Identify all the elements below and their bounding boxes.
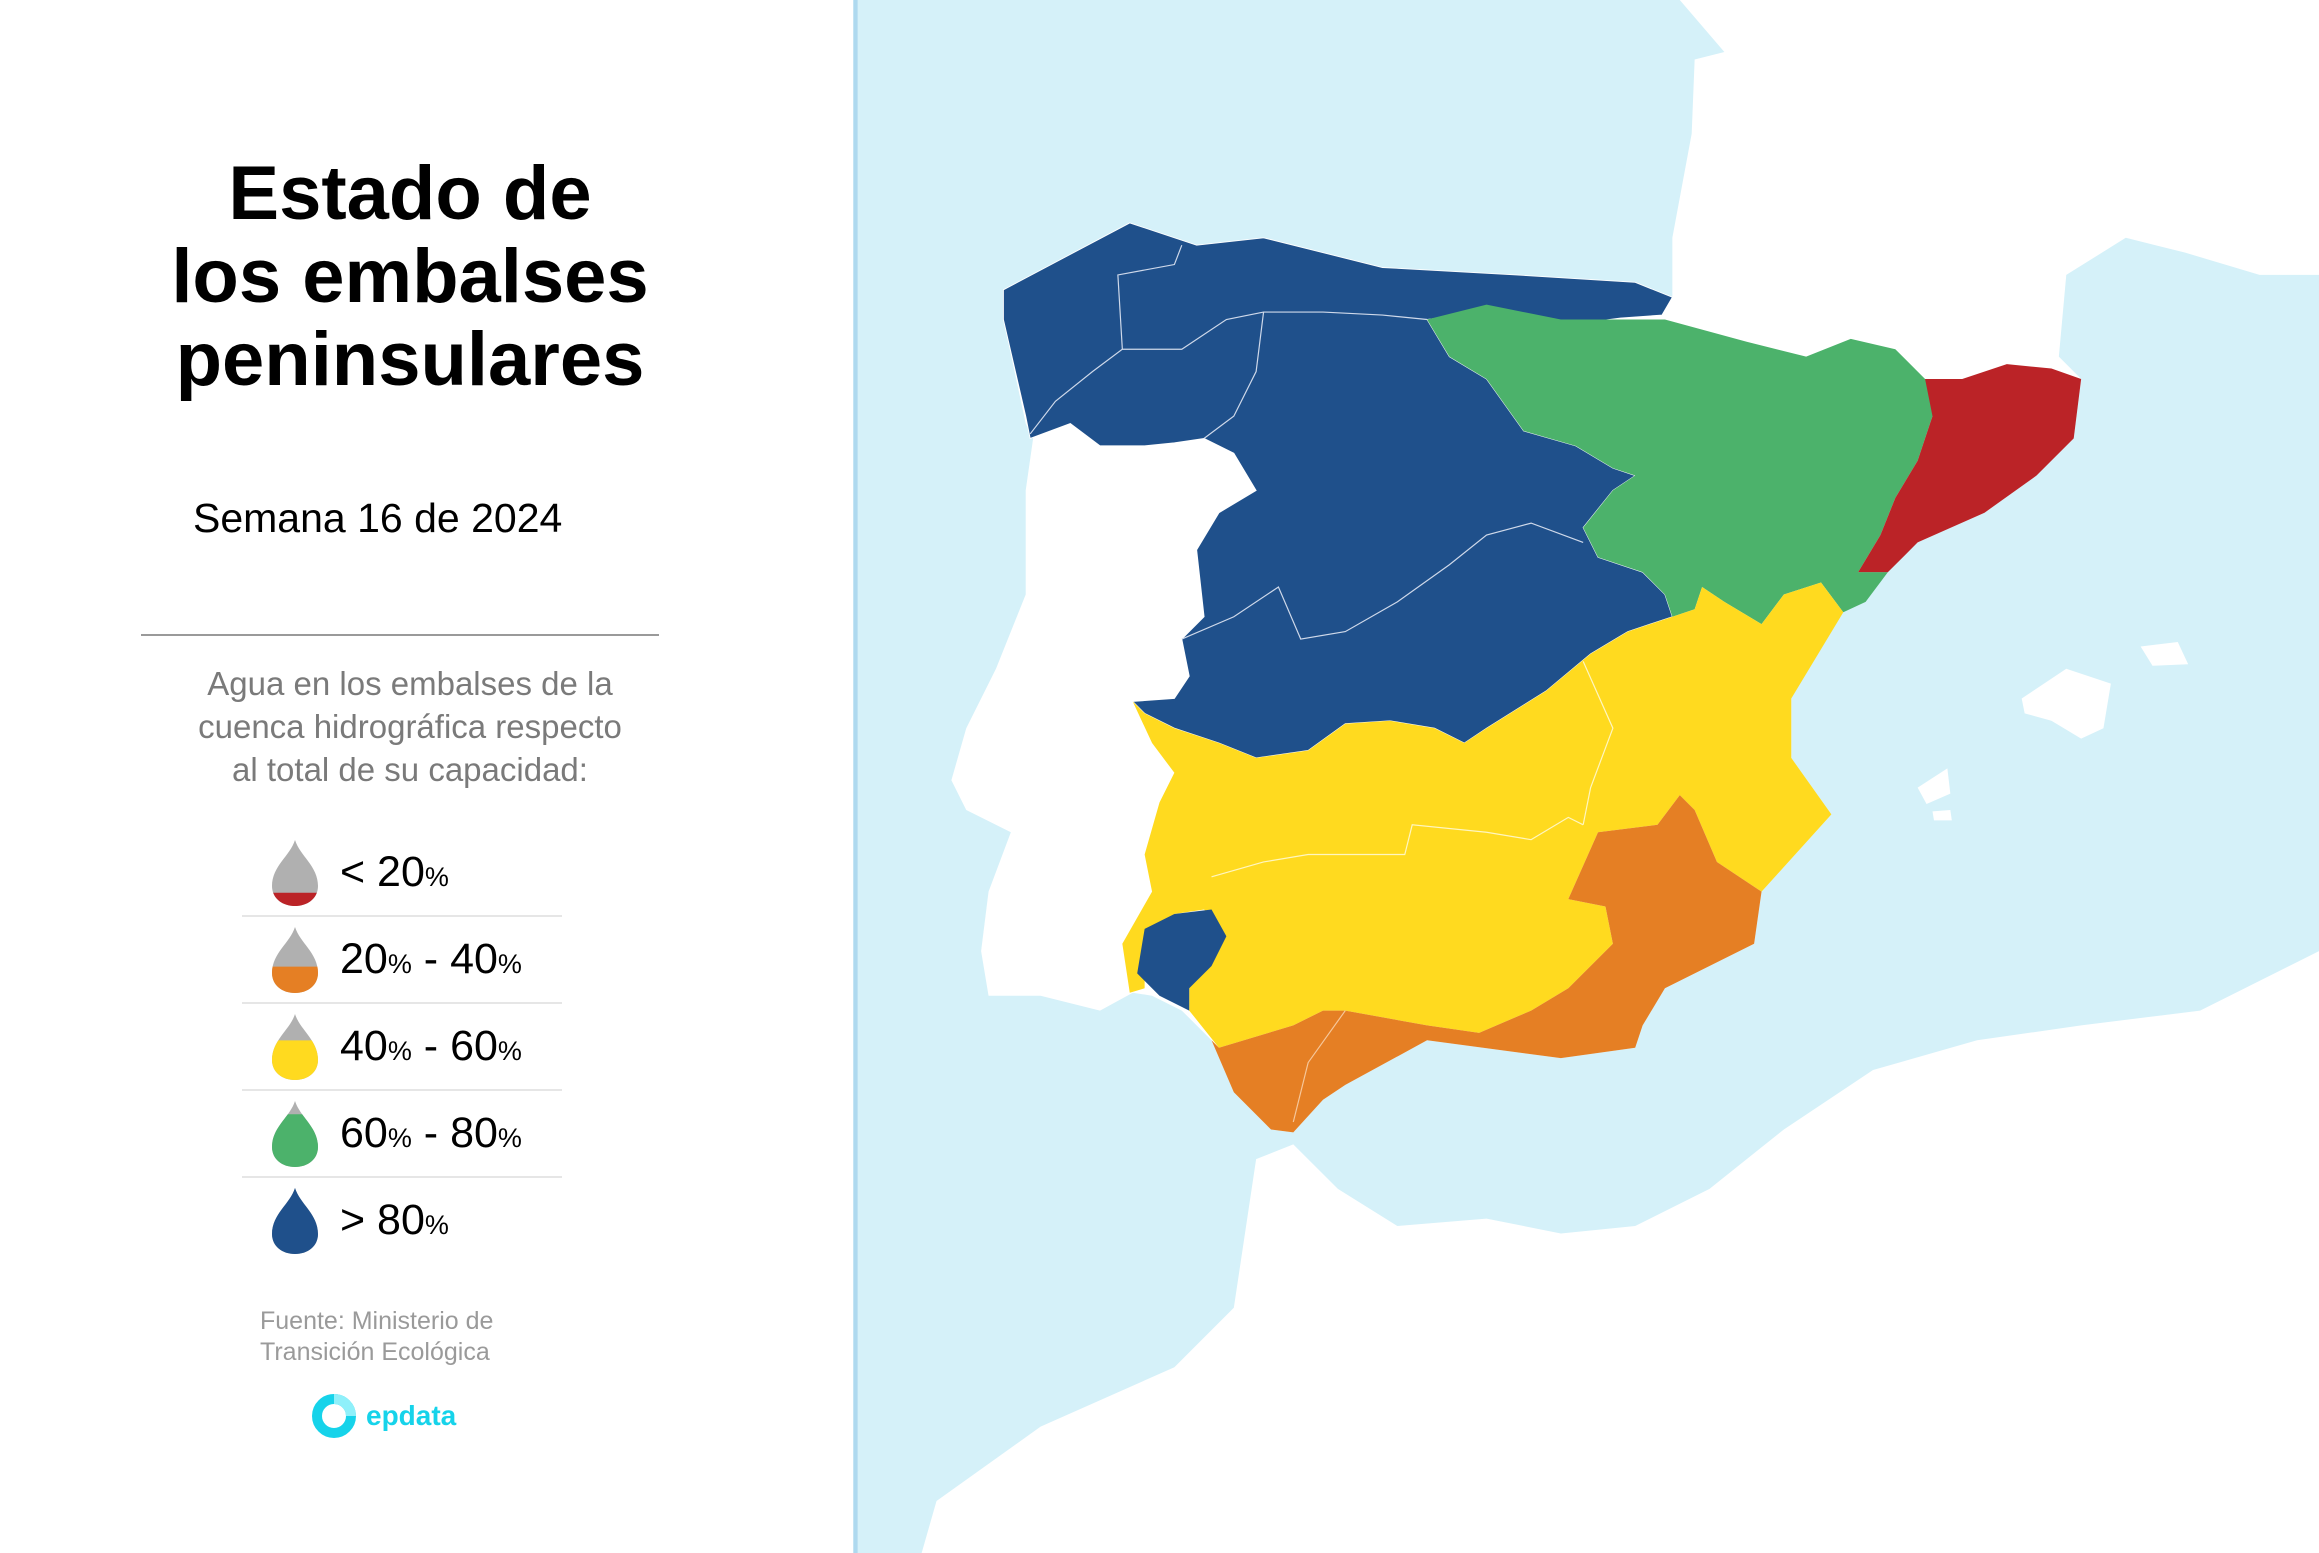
africa-land [921,951,2319,1553]
divider [141,634,659,636]
logo-text: epdata [366,1400,457,1431]
panel-separator [853,0,858,1553]
source-note: Fuente: Ministerio de Transición Ecológi… [260,1306,493,1368]
basin-border [1181,522,1584,640]
basin-border [1582,661,1614,825]
legend-item: < 20% [242,830,562,917]
title-line: Estado de [228,151,592,236]
france-land [1672,0,2319,379]
epdata-logo: epdata [312,1392,456,1440]
legend-label: > 80% [340,1196,449,1244]
formentera [1932,809,1952,821]
title-line: peninsulares [175,317,645,402]
description-line: Agua en los embalses de la [207,665,613,702]
drop-fill [273,892,317,906]
basin-ebro-green [1427,304,1963,625]
legend-label: 40% - 60% [340,1022,522,1070]
basin-border [1122,311,1428,350]
legend-item: 20% - 40% [242,917,562,1004]
legend-item: 60% - 80% [242,1091,562,1178]
basin-tinto-odiel-blue [1137,909,1227,1011]
legend-label: < 20% [340,848,449,896]
basin-border [1292,1010,1346,1123]
source-line: Fuente: Ministerio de [260,1307,494,1335]
water-drop-icon [272,927,318,993]
drop-fill [272,1188,318,1254]
drop-fill [272,1114,318,1167]
description-line: al total de su capacidad: [232,751,588,788]
epdata-logo-icon [312,1394,356,1438]
water-drop-icon [272,840,318,906]
basin-southeast-orange [1211,795,1762,1133]
water-drop-icon [272,1014,318,1080]
legend-item: > 80% [242,1178,562,1263]
legend: < 20% 20% - 40% 40% - 60% 60% - 80% > 80… [242,830,562,1263]
ibiza [1917,768,1951,804]
week-subtitle: Semana 16 de 2024 [193,495,563,541]
basin-catalonia-red [1858,364,2082,573]
legend-label: 20% - 40% [340,935,522,983]
legend-description: Agua en los embalses de la cuenca hidrog… [120,662,700,791]
mallorca [2021,668,2111,739]
basin-south-yellow [1122,582,1844,1048]
page-title: Estado de los embalses peninsulares [100,152,720,401]
drop-empty [272,840,318,906]
water-drop-icon [272,1188,318,1254]
menorca [2140,642,2189,666]
drop-fill [272,966,318,993]
title-line: los embalses [171,234,649,319]
basin-border [1203,312,1265,439]
basin-border [1211,816,1584,878]
legend-label: 60% - 80% [340,1109,522,1157]
water-drop-icon [272,1101,318,1167]
legend-item: 40% - 60% [242,1004,562,1091]
drop-fill [272,1040,318,1080]
description-line: cuenca hidrográfica respecto [198,708,622,745]
source-line: Transición Ecológica [260,1338,490,1366]
